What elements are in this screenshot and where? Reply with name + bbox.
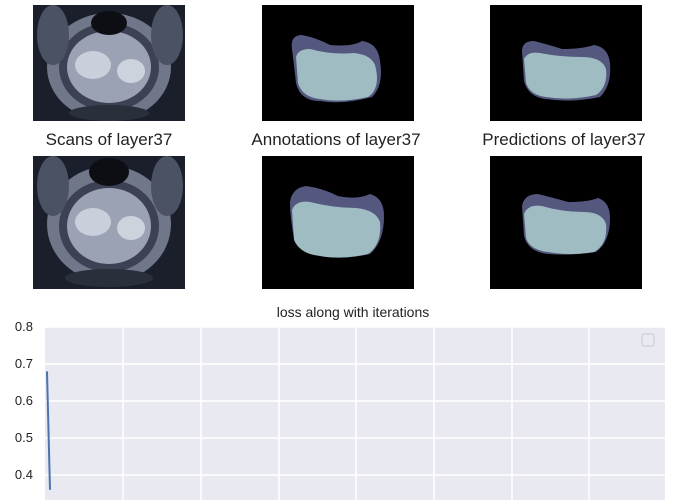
- plot-area: [45, 327, 665, 500]
- series-lines: [46, 371, 51, 490]
- annotation-mask-2: [262, 156, 414, 289]
- chart-title: loss along with iterations: [277, 304, 430, 320]
- legend-box: [641, 333, 655, 347]
- caption-annotations: Annotations of layer37: [251, 130, 421, 149]
- prediction-image-row2: [490, 156, 642, 289]
- annotation-image-row1: [262, 5, 414, 121]
- caption-scans: Scans of layer37: [45, 130, 173, 149]
- prediction-mask-2: [490, 156, 642, 289]
- y-tick-label: 0.7: [15, 356, 33, 371]
- annotation-image-row2: [262, 156, 414, 289]
- loss-series-line: [46, 371, 51, 490]
- annotation-mask-1: [262, 5, 414, 121]
- y-tick-label: 0.4: [15, 467, 33, 482]
- caption-predictions: Predictions of layer37: [482, 130, 646, 149]
- y-tick-label: 0.6: [15, 393, 33, 408]
- y-tick-label: 0.8: [15, 319, 33, 334]
- mri-scan-2: [33, 156, 185, 289]
- scan-image-row1: [33, 5, 185, 121]
- scan-image-row2: [33, 156, 185, 289]
- y-axis-ticks: 0.8 0.7 0.6 0.5 0.4: [15, 319, 33, 482]
- prediction-image-row1: [490, 5, 642, 121]
- prediction-mask-1: [490, 5, 642, 121]
- y-tick-label: 0.5: [15, 430, 33, 445]
- grid-lines: [45, 326, 665, 500]
- loss-chart: loss along with iterations 0.80.70.60.50…: [15, 304, 665, 500]
- mri-scan-1: [33, 5, 185, 121]
